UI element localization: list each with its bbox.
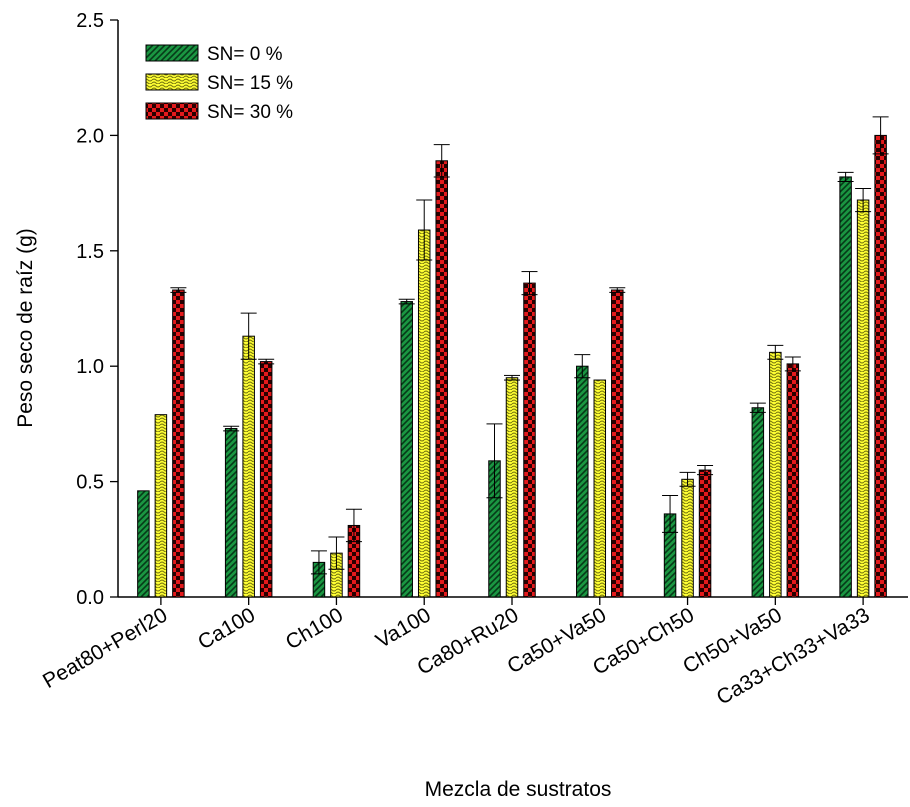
x-axis-label: Mezcla de sustratos (425, 778, 612, 801)
y-axis-label: Peso seco de raíz (g) (14, 228, 37, 428)
legend-swatch (146, 103, 198, 119)
y-tick-label: 1.0 (76, 356, 104, 378)
y-tick-label: 0.5 (76, 472, 104, 494)
y-tick-label: 2.5 (76, 10, 104, 32)
bar (260, 362, 272, 597)
bar (506, 378, 518, 597)
bar (155, 415, 167, 597)
bar (875, 135, 887, 597)
y-tick-label: 2.0 (76, 125, 104, 147)
x-tick-label: Ca100 (194, 603, 259, 654)
x-tick-label: Ca33+Ch33+Va33 (713, 603, 874, 709)
legend: SN= 0 % SN= 15 % SN= 30 % (146, 44, 293, 123)
bar (436, 161, 448, 597)
legend-swatch (146, 74, 198, 90)
legend-label: SN= 0 % (207, 44, 283, 65)
bar (401, 302, 413, 597)
bar (682, 479, 694, 597)
y-tick-label: 0.0 (76, 587, 104, 609)
bar (577, 366, 589, 597)
bar (612, 290, 624, 597)
x-tick-label: Peat80+Perl20 (39, 603, 171, 693)
x-ticks: Peat80+Perl20 Ca100 Ch100 Va100Ca80+Ru20Ca5… (39, 597, 874, 710)
bar (787, 364, 799, 597)
bar (524, 283, 536, 597)
x-tick-label: Va100 (372, 603, 435, 653)
y-ticks: 0.0 0.5 1.0 1.5 2.0 2.5 (76, 10, 118, 609)
bar (594, 380, 606, 597)
bar (752, 408, 764, 597)
bar (225, 429, 237, 597)
bar (840, 177, 852, 597)
legend-swatch (146, 45, 198, 61)
y-tick-label: 1.5 (76, 241, 104, 263)
legend-label: SN= 30 % (207, 102, 293, 123)
bar (857, 200, 869, 597)
legend-label: SN= 15 % (207, 73, 293, 94)
bar (173, 290, 185, 597)
bar (699, 470, 711, 597)
bar (770, 352, 782, 597)
x-tick-label: Ch100 (282, 603, 347, 654)
bars (138, 117, 889, 597)
bar (418, 230, 430, 597)
bar (243, 336, 255, 597)
bar (138, 491, 150, 597)
